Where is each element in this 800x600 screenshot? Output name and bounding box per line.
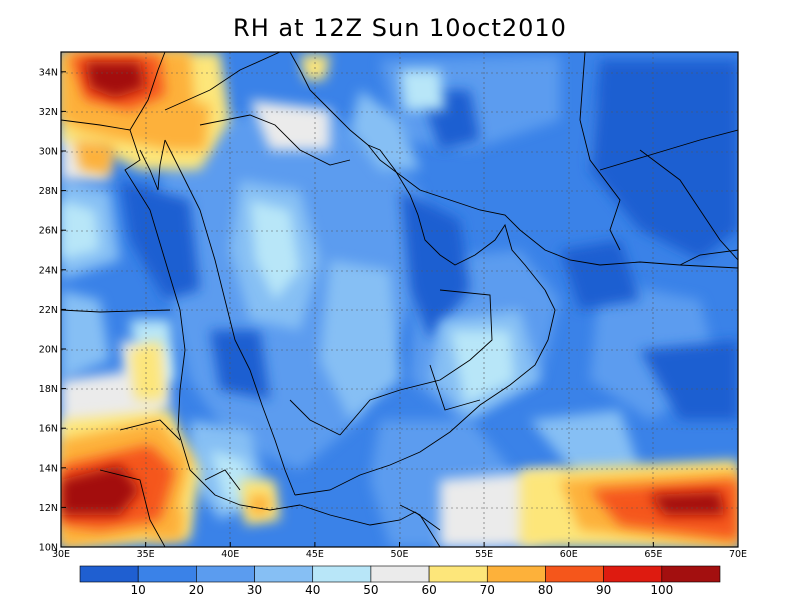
lat-tick-label: 22N (39, 305, 58, 316)
map-title: RH at 12Z Sun 10oct2010 (233, 14, 567, 42)
colorbar-label: 70 (480, 583, 495, 597)
lat-tick-label: 32N (39, 107, 58, 118)
colorbar-label: 60 (421, 583, 436, 597)
colorbar-label: 30 (247, 583, 262, 597)
lon-tick-label: 45E (306, 549, 324, 560)
lat-tick-label: 12N (39, 503, 58, 514)
lat-tick-label: 26N (39, 226, 58, 237)
lon-tick-label: 65E (644, 549, 662, 560)
colorbar: 10 20 30 40 50 60 70 80 90 100 (79, 565, 721, 597)
lat-tick-label: 24N (39, 265, 58, 276)
colorbar-label: 80 (538, 583, 553, 597)
lat-tick-label: 10N (39, 543, 58, 554)
colorbar-label: 90 (596, 583, 611, 597)
lon-tick-label: 50E (390, 549, 408, 560)
colorbar-swatch (428, 565, 488, 583)
colorbar-swatch (312, 565, 372, 583)
lat-tick-label: 28N (39, 186, 58, 197)
lat-tick-label: 30N (39, 147, 58, 158)
lon-tick-label: 30E (52, 549, 70, 560)
lat-tick-label: 34N (39, 67, 58, 78)
colorbar-label: 50 (363, 583, 378, 597)
lon-tick-label: 55E (475, 549, 493, 560)
latitude-axis: 10N 12N 14N 16N 18N 20N 22N 24N 26N 28N 30N 32N 34N (39, 67, 66, 554)
lat-tick-label: 16N (39, 424, 58, 435)
colorbar-swatch (603, 565, 663, 583)
colorbar-label: 10 (131, 583, 146, 597)
colorbar-label: 40 (305, 583, 320, 597)
lat-tick-label: 18N (39, 384, 58, 395)
lon-tick-label: 40E (221, 549, 239, 560)
colorbar-swatch (79, 565, 139, 583)
colorbar-swatch (254, 565, 314, 583)
colorbar-swatch (370, 565, 430, 583)
colorbar-swatch (137, 565, 197, 583)
coastlines (61, 52, 738, 547)
lon-tick-label: 60E (560, 549, 578, 560)
colorbar-label: 20 (189, 583, 204, 597)
lat-tick-label: 14N (39, 463, 58, 474)
colorbar-swatch (486, 565, 546, 583)
colorbar-swatch (545, 565, 604, 583)
colorbar-label: 100 (650, 583, 673, 597)
lat-tick-label: 20N (39, 345, 58, 356)
lon-tick-label: 35E (137, 549, 155, 560)
colorbar-swatch (661, 565, 721, 583)
lon-tick-label: 70E (729, 549, 747, 560)
rh-field (61, 52, 738, 547)
colorbar-swatch (196, 565, 255, 583)
longitude-axis: 30E 35E 40E 45E 50E 55E 60E 65E 70E (52, 542, 747, 560)
